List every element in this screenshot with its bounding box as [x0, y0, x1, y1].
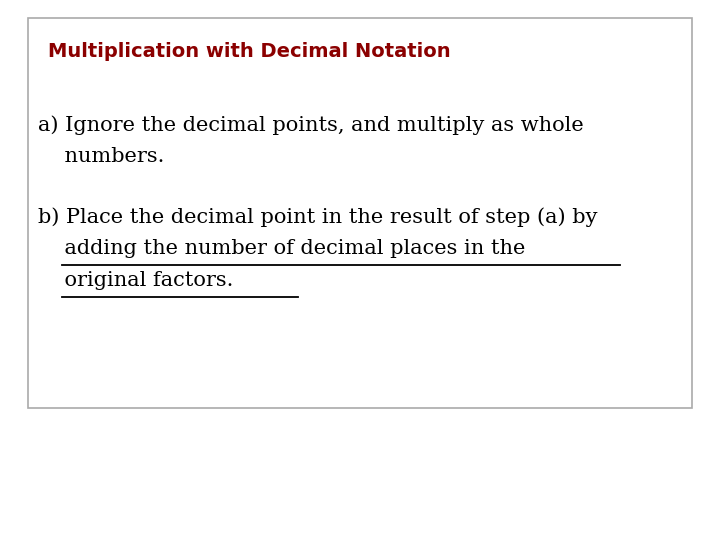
- Text: a) Ignore the decimal points, and multiply as whole: a) Ignore the decimal points, and multip…: [38, 115, 584, 134]
- Text: Multiplication with Decimal Notation: Multiplication with Decimal Notation: [48, 42, 451, 61]
- Text: numbers.: numbers.: [38, 147, 164, 166]
- Bar: [28, 18, 692, 408]
- Text: b) Place the decimal point in the result of step (a) by: b) Place the decimal point in the result…: [38, 207, 598, 227]
- Text: original factors.: original factors.: [38, 271, 233, 290]
- Text: adding the number of decimal places in the: adding the number of decimal places in t…: [38, 239, 526, 258]
